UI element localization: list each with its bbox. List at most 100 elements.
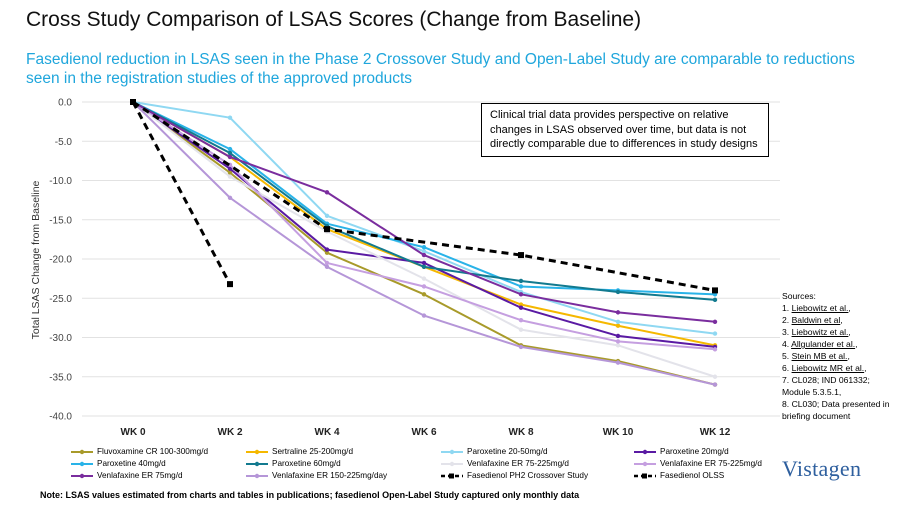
legend-label: Paroxetine 20mg/d bbox=[660, 447, 729, 456]
data-point bbox=[518, 344, 524, 350]
data-point bbox=[518, 318, 524, 323]
x-axis-ticks: WK 0 WK 2 WK 4 WK 6 WK 8 WK 10 WK 12 bbox=[121, 427, 731, 438]
legend-item: Venlafaxine ER 150-225mg/day bbox=[245, 471, 387, 480]
data-point bbox=[712, 319, 718, 324]
source-item: 2. Baldwin et al, bbox=[782, 314, 897, 326]
source-citation[interactable]: Stein MB et al. bbox=[791, 351, 848, 361]
y-tick-label: -25.0 bbox=[49, 294, 72, 305]
source-number: 2. bbox=[782, 315, 790, 325]
legend-label: Venlafaxine ER 75-225mg/d bbox=[660, 459, 762, 468]
data-point bbox=[421, 264, 427, 270]
data-point bbox=[615, 339, 621, 344]
legend-label: Fasedienol OLSS bbox=[660, 471, 725, 480]
data-point bbox=[421, 245, 427, 250]
sources-panel: Sources: 1. Liebowitz et al., 2. Baldwin … bbox=[782, 290, 897, 422]
source-citation[interactable]: Liebowitz MR et al. bbox=[791, 363, 865, 373]
series-line bbox=[131, 101, 232, 285]
x-tick-label: WK 10 bbox=[603, 427, 634, 438]
source-citation[interactable]: Baldwin et al bbox=[791, 315, 841, 325]
source-citation: CL028; IND 061332; Module 5.3.5.1, bbox=[782, 375, 870, 397]
source-number: 7. bbox=[782, 375, 790, 385]
source-suffix: , bbox=[848, 327, 851, 337]
data-point bbox=[615, 343, 621, 348]
data-point bbox=[615, 289, 621, 295]
data-point bbox=[615, 360, 621, 365]
legend-swatch bbox=[634, 461, 656, 466]
sources-list: 1. Liebowitz et al., 2. Baldwin et al, 3. … bbox=[782, 302, 897, 422]
x-tick-label: WK 6 bbox=[412, 427, 437, 438]
source-suffix: , bbox=[847, 351, 850, 361]
legend-item: Paroxetine 20mg/d bbox=[633, 447, 729, 456]
source-number: 4. bbox=[782, 339, 790, 349]
data-point bbox=[324, 213, 330, 219]
source-item: 7. CL028; IND 061332; Module 5.3.5.1, bbox=[782, 374, 897, 398]
data-point bbox=[712, 382, 718, 387]
legend-item: Fasedienol PH2 Crossover Study bbox=[440, 471, 588, 480]
callout-box: Clinical trial data provides perspective… bbox=[481, 103, 769, 157]
legend-swatch bbox=[71, 461, 93, 466]
legend-swatch bbox=[634, 449, 656, 454]
data-point bbox=[615, 333, 621, 339]
data-point bbox=[324, 250, 330, 255]
source-citation: CL030; Data presented in briefing docume… bbox=[782, 399, 890, 421]
y-tick-label: -40.0 bbox=[49, 412, 72, 423]
data-point bbox=[518, 252, 524, 259]
source-suffix: , bbox=[840, 315, 843, 325]
data-point bbox=[130, 99, 136, 105]
data-point bbox=[615, 310, 621, 315]
source-suffix: , bbox=[855, 339, 858, 349]
x-tick-label: WK 2 bbox=[218, 427, 243, 438]
source-item: 8. CL030; Data presented in briefing doc… bbox=[782, 398, 897, 422]
page-title: Cross Study Comparison of LSAS Scores (C… bbox=[26, 8, 642, 31]
legend-label: Fluvoxamine CR 100-300mg/d bbox=[97, 447, 209, 456]
source-citation[interactable]: Allgulander et al. bbox=[791, 339, 856, 349]
data-point bbox=[518, 327, 524, 332]
footnote: Note: LSAS values estimated from charts … bbox=[40, 490, 580, 500]
data-point bbox=[324, 226, 330, 233]
source-number: 1. bbox=[782, 303, 790, 313]
sources-heading: Sources: bbox=[782, 291, 816, 301]
legend-label: Venlafaxine ER 75-225mg/d bbox=[467, 459, 569, 468]
series-11 bbox=[130, 99, 718, 294]
data-point bbox=[227, 150, 233, 156]
y-tick-label: -30.0 bbox=[49, 333, 72, 344]
legend-label: Sertraline 25-200mg/d bbox=[272, 447, 354, 456]
series-line bbox=[132, 100, 716, 292]
series-5 bbox=[130, 99, 718, 303]
legend-swatch bbox=[441, 461, 463, 466]
source-number: 8. bbox=[782, 399, 790, 409]
source-item: 5. Stein MB et al., bbox=[782, 350, 897, 362]
legend-label: Paroxetine 60mg/d bbox=[272, 459, 341, 468]
data-point bbox=[324, 264, 330, 270]
source-citation[interactable]: Liebowitz et al. bbox=[791, 303, 849, 313]
y-tick-label: -5.0 bbox=[55, 137, 73, 148]
legend-label: Paroxetine 20-50mg/d bbox=[467, 447, 548, 456]
legend-item: Venlafaxine ER 75-225mg/d bbox=[633, 459, 762, 468]
data-point bbox=[421, 248, 427, 254]
data-point bbox=[227, 166, 233, 171]
source-suffix: , bbox=[864, 363, 867, 373]
legend-item: Paroxetine 40mg/d bbox=[70, 459, 166, 468]
data-point bbox=[227, 195, 233, 200]
legend-swatch bbox=[71, 473, 93, 478]
data-point bbox=[712, 374, 718, 379]
source-item: 3. Liebowitz et al., bbox=[782, 326, 897, 338]
data-point bbox=[518, 284, 524, 289]
x-tick-label: WK 8 bbox=[509, 427, 534, 438]
y-tick-label: -35.0 bbox=[49, 372, 72, 383]
y-tick-label: 0.0 bbox=[58, 98, 72, 109]
legend-item: Paroxetine 60mg/d bbox=[245, 459, 341, 468]
legend-swatch bbox=[441, 473, 463, 478]
data-point bbox=[421, 252, 427, 258]
data-point bbox=[227, 115, 233, 120]
data-point bbox=[421, 284, 427, 289]
source-number: 3. bbox=[782, 327, 790, 337]
source-citation[interactable]: Liebowitz et al. bbox=[791, 327, 849, 337]
data-point bbox=[227, 174, 233, 179]
y-tick-label: -20.0 bbox=[49, 255, 72, 266]
source-number: 6. bbox=[782, 363, 790, 373]
series-8 bbox=[130, 99, 718, 324]
data-point bbox=[324, 190, 330, 195]
x-tick-label: WK 12 bbox=[700, 427, 731, 438]
legend-item: Sertraline 25-200mg/d bbox=[245, 447, 353, 456]
